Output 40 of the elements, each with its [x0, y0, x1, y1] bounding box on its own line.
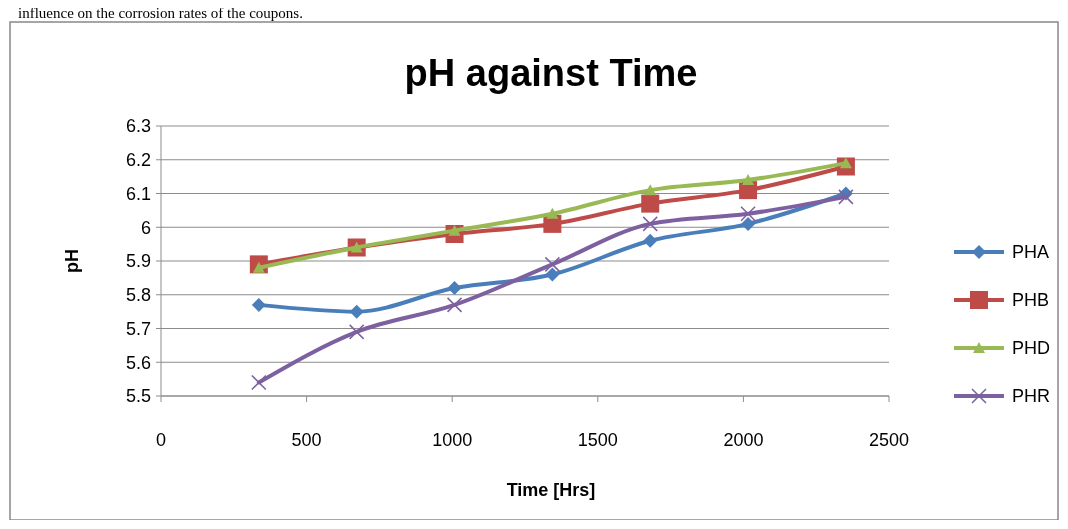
- legend-label: PHA: [1012, 242, 1050, 263]
- y-tick-label: 5.5: [125, 386, 151, 407]
- point: [642, 216, 658, 232]
- y-tick-label: 5.6: [125, 352, 151, 373]
- point: [251, 374, 267, 391]
- point: [545, 267, 560, 282]
- point: [546, 207, 559, 219]
- point: [838, 189, 854, 205]
- point: [446, 297, 463, 313]
- x-tick-label: 1500: [577, 430, 618, 450]
- point: [643, 233, 658, 248]
- point: [641, 194, 660, 213]
- x-tick-label: 2500: [868, 430, 910, 450]
- y-axis-title: pH: [62, 249, 82, 273]
- point: [742, 174, 755, 185]
- y-tick-label: 5.9: [125, 251, 151, 272]
- y-tick-label: 5.8: [125, 285, 151, 306]
- x-tick-label: 0: [155, 430, 167, 450]
- legend-label: PHD: [1012, 338, 1051, 359]
- point: [349, 304, 364, 319]
- x-tick-label: 1000: [432, 430, 473, 450]
- y-tick-label: 6.1: [125, 183, 151, 204]
- x-axis-title: Time [Hrs]: [506, 480, 596, 500]
- point: [348, 324, 365, 340]
- chart-title: pH against Time: [404, 52, 698, 94]
- y-tick-label: 6.2: [125, 150, 151, 171]
- legend-label: PHR: [1012, 386, 1051, 407]
- point: [644, 184, 657, 196]
- y-tick-label: 5.7: [125, 318, 151, 339]
- y-tick-label: 6: [140, 217, 151, 238]
- legend-label: PHB: [1012, 290, 1050, 311]
- point: [251, 297, 266, 312]
- x-tick-label: 2000: [723, 430, 764, 450]
- point: [544, 256, 561, 273]
- point: [740, 206, 756, 222]
- point: [741, 216, 756, 231]
- x-tick-label: 500: [291, 430, 322, 450]
- y-tick-label: 6.3: [125, 116, 151, 137]
- text: influence on the corrosion rates of the coupons.: [18, 5, 303, 21]
- point: [447, 281, 462, 295]
